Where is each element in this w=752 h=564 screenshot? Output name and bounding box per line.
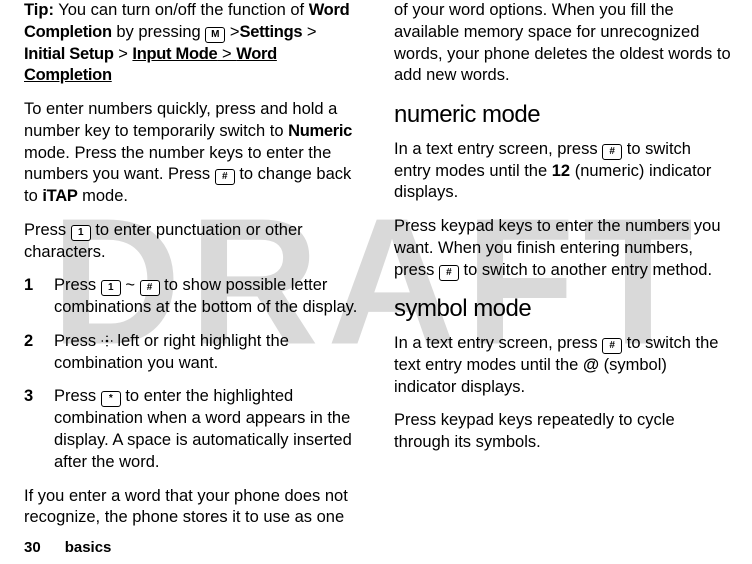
p2-numeric: Numeric [288, 122, 352, 140]
section-name: basics [65, 539, 112, 556]
sp1-at: @ [583, 356, 599, 374]
hash-key-icon: # [439, 265, 459, 281]
page-number: 30 [24, 539, 41, 556]
step-1: Press 1 ~ # to show possible letter comb… [24, 275, 362, 319]
hash-key-icon: # [602, 144, 622, 160]
star-key-icon: * [101, 391, 121, 407]
page-footer: 30 basics [24, 539, 111, 556]
right-column: of your word options. When you fill the … [394, 0, 732, 530]
hash-key-icon: # [215, 169, 235, 185]
np1a: In a text entry screen, press [394, 140, 602, 158]
tip-settings: Settings [240, 23, 303, 41]
tip-gt1: > [302, 23, 316, 41]
np1-12: 12 [552, 162, 570, 180]
step-2: Press left or right highlight the combin… [24, 331, 362, 375]
tip-paragraph: Tip: You can turn on/off the function of… [24, 0, 362, 87]
hash-key-icon: # [140, 280, 160, 296]
hash-key-icon: # [602, 338, 622, 354]
steps-list: Press 1 ~ # to show possible letter comb… [24, 275, 362, 473]
sp1a: In a text entry screen, press [394, 334, 602, 352]
nav-key-icon [101, 335, 113, 347]
symbol-p2: Press keypad keys repeatedly to cycle th… [394, 410, 732, 454]
unrecognized-word-paragraph: If you enter a word that your phone does… [24, 486, 362, 530]
numeric-p2: Press keypad keys to enter the numbers y… [394, 216, 732, 281]
p2-itap: iTAP [42, 187, 77, 205]
symbol-mode-heading: symbol mode [394, 293, 732, 325]
s2a: Press [54, 332, 101, 350]
tip-initial: Initial Setup [24, 45, 114, 63]
menu-key-icon: M [205, 27, 225, 43]
tip-text-b: by pressing [112, 23, 206, 41]
tip-gt3: > [217, 45, 236, 63]
p3a: Press [24, 221, 71, 239]
continuation-paragraph: of your word options. When you fill the … [394, 0, 732, 87]
s3a: Press [54, 387, 101, 405]
numeric-p1: In a text entry screen, press # to switc… [394, 139, 732, 204]
one-key-icon: 1 [101, 280, 121, 296]
tip-gt2: > [114, 45, 133, 63]
np2b: to switch to another entry method. [459, 261, 712, 279]
s1a: Press [54, 276, 101, 294]
step-3: Press * to enter the highlighted combina… [24, 386, 362, 473]
one-key-icon: 1 [71, 225, 91, 241]
page-content: Tip: You can turn on/off the function of… [0, 0, 752, 530]
tip-label: Tip: [24, 1, 54, 19]
tip-input-mode: Input Mode [132, 45, 217, 63]
left-column: Tip: You can turn on/off the function of… [24, 0, 362, 530]
numeric-switch-paragraph: To enter numbers quickly, press and hold… [24, 99, 362, 208]
punctuation-paragraph: Press 1 to enter punctuation or other ch… [24, 220, 362, 264]
numeric-mode-heading: numeric mode [394, 99, 732, 131]
tip-text-a: You can turn on/off the function of [54, 1, 309, 19]
p2d: mode. [78, 187, 128, 205]
symbol-p1: In a text entry screen, press # to switc… [394, 333, 732, 398]
tip-text-c: > [225, 23, 239, 41]
s1tilde: ~ [121, 276, 140, 294]
